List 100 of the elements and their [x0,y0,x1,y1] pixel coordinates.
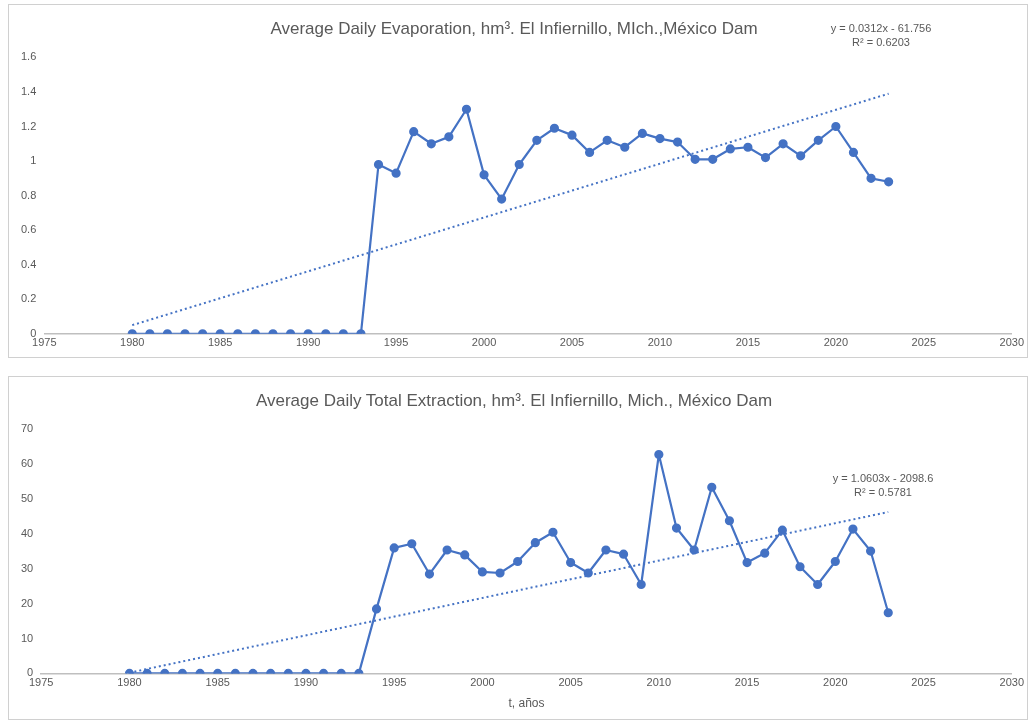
point [426,139,436,149]
x-tick-label: 2025 [911,676,936,689]
x-tick-label: 2025 [911,336,937,349]
annotation: R² = 0.5781 [853,485,913,499]
point [796,151,806,161]
x-tick-label: 2000 [470,676,495,689]
x-tick-label: 2000 [471,336,497,349]
point [532,135,542,145]
point [548,527,558,537]
point [601,545,611,555]
y-tick-label: 1.4 [20,84,37,97]
y-tick-label: 10 [20,631,34,644]
x-tick-label: 2030 [999,676,1025,689]
point [620,142,630,152]
point [424,569,435,579]
y-tick-label: 60 [20,457,34,470]
point [831,121,841,132]
point [778,139,788,149]
point [848,524,858,534]
x-axis-title: t, años [508,696,545,711]
x-tick-label: 2015 [735,336,761,349]
x-tick-label: 2020 [823,336,849,349]
x-tick-label: 2015 [734,676,760,689]
point [461,104,472,114]
x-tick-label: 1985 [207,336,233,349]
y-tick-label: 0.2 [20,292,37,305]
x-tick-label: 1975 [32,336,57,349]
point [637,128,647,139]
point [391,168,401,178]
text: R² = 0.6203 [851,35,911,49]
point [671,523,682,533]
point [655,133,665,144]
y-tick-label: 0.8 [20,188,37,201]
point [444,132,454,142]
x-tick-label: 1990 [295,336,321,349]
point [479,170,489,180]
x-tick-label: 2005 [558,676,583,689]
point [707,482,717,492]
y-tick-label: 50 [20,492,34,505]
point [373,159,384,170]
point [813,579,823,590]
point [371,604,382,614]
point [618,549,629,559]
point [848,147,859,158]
y-tick-label: 0.4 [20,257,37,270]
x-tick-label: 2005 [559,336,585,349]
point [689,545,699,555]
point [583,568,593,578]
point [460,550,470,560]
point [708,154,718,164]
point [813,135,823,145]
text: y = 0.0312x - 61.756 [830,21,932,35]
y-tick-label: 1 [30,154,37,167]
point [795,562,805,572]
point [585,147,595,158]
annotation: y = 1.0603x - 2098.6 [832,471,934,485]
chart-title: Average Daily Evaporation, hm³. El Infiernillo, MIch.,México Dam [270,18,758,38]
point [690,154,700,164]
y-tick-label: 1.2 [20,119,37,132]
point [724,516,735,526]
point [725,144,735,154]
y-tick-label: 0 [30,326,37,339]
x-tick-label: 1980 [117,676,142,689]
x-tick-label: 2010 [646,676,672,689]
point [477,567,487,577]
point [495,568,505,578]
point [743,142,753,152]
x-tick-label: 1975 [28,676,54,689]
point [866,546,876,556]
x-tick-label: 1995 [383,336,409,349]
point [742,557,752,568]
point [672,137,683,147]
point [549,123,560,133]
point [883,608,893,618]
point [566,557,576,568]
x-tick-label: 2010 [647,336,673,349]
x-tick-label: 1980 [120,336,145,349]
point [760,153,771,163]
point [513,556,523,567]
y-tick-label: 0.6 [20,223,37,236]
y-tick-label: 1.6 [20,50,37,63]
x-tick-label: 2030 [999,336,1025,349]
x-tick-label: 1990 [293,676,319,689]
point [407,539,417,549]
point [442,545,452,555]
y-tick-label: 70 [20,422,34,435]
point [777,525,787,535]
y-tick-label: 40 [20,527,34,539]
point [514,159,524,170]
point [409,127,419,137]
chart-title: Average Daily Total Extraction, hm³. El Infiernillo, Mich., México Dam [255,390,773,410]
point [866,173,876,183]
point [884,177,894,187]
point [602,135,612,145]
x-tick-label: 2020 [823,676,848,689]
point [654,449,664,460]
point [530,538,540,548]
point [497,194,507,204]
y-tick-label: 0 [27,666,34,679]
y-tick-label: 30 [20,561,34,574]
